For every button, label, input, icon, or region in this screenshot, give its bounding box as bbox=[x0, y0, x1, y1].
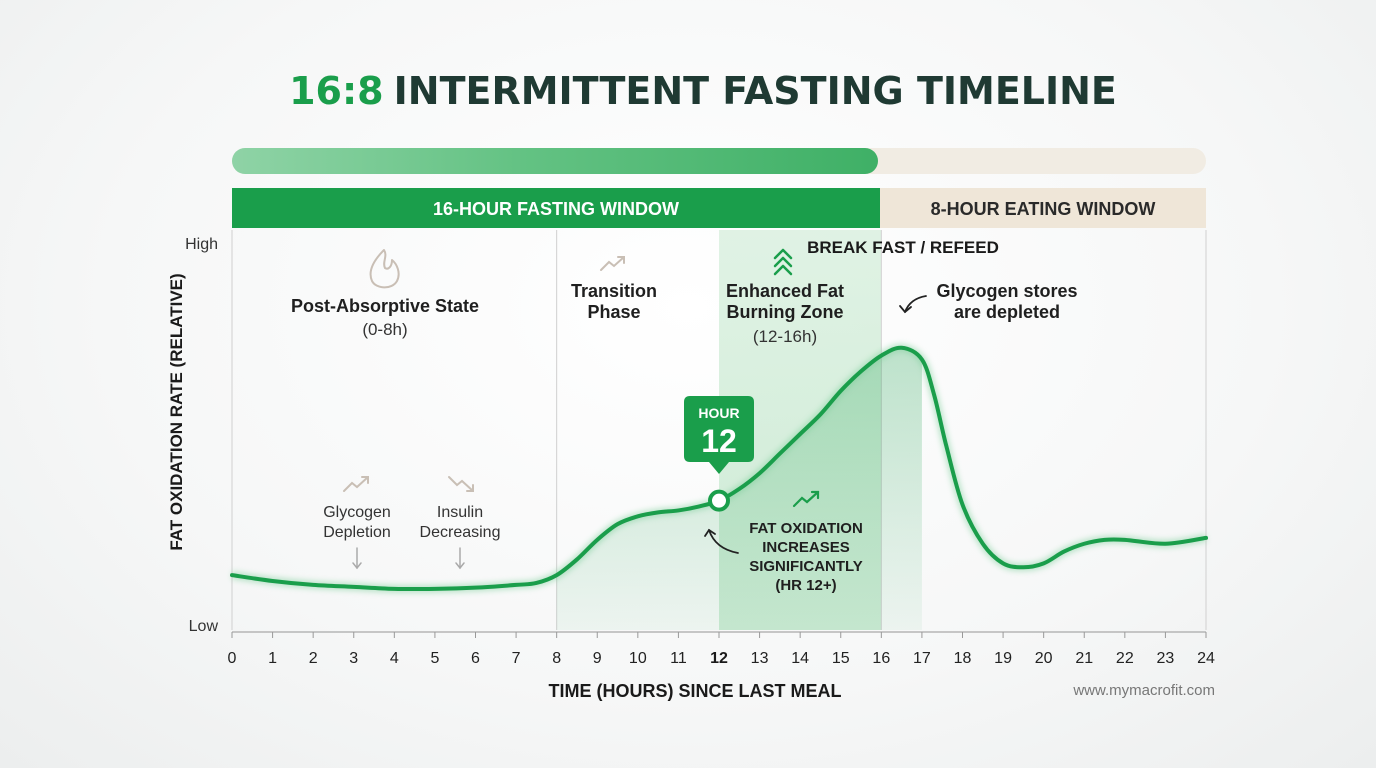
title-highlight: 16:8 bbox=[289, 69, 384, 113]
x-tick-label: 9 bbox=[593, 650, 602, 667]
x-axis-label: TIME (HOURS) SINCE LAST MEAL bbox=[549, 681, 842, 701]
x-tick-label: 22 bbox=[1116, 650, 1134, 667]
break-fast-label: BREAK FAST / REFEED bbox=[807, 238, 999, 257]
glycogen-depletion-line2: Depletion bbox=[323, 524, 391, 541]
page-title: 16:8 INTERMITTENT FASTING TIMELINE bbox=[289, 69, 1117, 113]
glycogen-depleted-line1: Glycogen stores bbox=[936, 281, 1077, 301]
post-absorptive-range: (0-8h) bbox=[362, 320, 407, 339]
website-text: www.mymacrofit.com bbox=[1072, 682, 1215, 699]
enhanced-line2: Burning Zone bbox=[727, 302, 844, 322]
arrow-down-icon bbox=[352, 547, 362, 570]
curved-arrow-icon bbox=[899, 295, 927, 314]
x-tick-label: 8 bbox=[552, 650, 561, 667]
x-tick-label: 10 bbox=[629, 650, 647, 667]
x-tick-label: 21 bbox=[1075, 650, 1093, 667]
hour-marker: HOUR 12 bbox=[684, 396, 754, 512]
x-tick-label: 5 bbox=[430, 650, 439, 667]
x-tick-label: 19 bbox=[994, 650, 1012, 667]
fat-oxidation-line1: FAT OXIDATION bbox=[749, 520, 863, 537]
y-tick-low: Low bbox=[189, 618, 219, 635]
x-tick-label: 6 bbox=[471, 650, 480, 667]
title-rest: INTERMITTENT FASTING TIMELINE bbox=[394, 69, 1117, 113]
hour-marker-label: HOUR bbox=[698, 405, 739, 421]
eating-window-bar bbox=[880, 188, 1206, 228]
double-chevron-up-icon bbox=[773, 248, 793, 276]
x-tick-label: 2 bbox=[309, 650, 318, 667]
x-tick-label: 14 bbox=[791, 650, 809, 667]
x-tick-label: 3 bbox=[349, 650, 358, 667]
insulin-decreasing-line1: Insulin bbox=[437, 504, 483, 521]
hour-marker-dot bbox=[708, 489, 730, 512]
x-tick-label: 13 bbox=[751, 650, 769, 667]
fat-oxidation-line2: INCREASES bbox=[762, 539, 850, 556]
hour-marker-value: 12 bbox=[701, 423, 737, 459]
x-tick-label: 7 bbox=[512, 650, 521, 667]
insulin-decreasing-line2: Decreasing bbox=[420, 524, 501, 541]
progress-fill bbox=[232, 148, 878, 174]
x-tick-label: 15 bbox=[832, 650, 850, 667]
x-tick-label: 11 bbox=[670, 650, 687, 667]
x-tick-label: 0 bbox=[228, 650, 237, 667]
trend-up-green-icon bbox=[792, 490, 820, 508]
x-tick-label: 24 bbox=[1197, 650, 1215, 667]
trend-down-icon bbox=[448, 476, 474, 492]
x-tick-label: 17 bbox=[913, 650, 931, 667]
x-tick-label: 1 bbox=[268, 650, 277, 667]
arrow-down-icon bbox=[455, 547, 465, 570]
fat-oxidation-line3: SIGNIFICANTLY bbox=[749, 558, 863, 575]
glycogen-depletion-line1: Glycogen bbox=[323, 504, 391, 521]
trend-up-icon bbox=[600, 256, 625, 271]
enhanced-line1: Enhanced Fat bbox=[726, 281, 844, 301]
x-tick-label: 16 bbox=[872, 650, 890, 667]
y-axis-label: FAT OXIDATION RATE (RELATIVE) bbox=[167, 273, 186, 550]
x-tick-label: 12 bbox=[710, 650, 728, 667]
series-line bbox=[230, 345, 1208, 592]
eating-window-label: 8-HOUR EATING WINDOW bbox=[931, 199, 1156, 219]
curve-area-fill bbox=[556, 347, 922, 630]
transition-line1: Transition bbox=[571, 281, 657, 301]
post-absorptive-title: Post-Absorptive State bbox=[291, 296, 479, 316]
glycogen-depleted-line2: are depleted bbox=[954, 302, 1060, 322]
y-tick-high: High bbox=[185, 236, 218, 253]
curved-arrow-left-icon bbox=[704, 528, 739, 554]
x-tick-label: 23 bbox=[1157, 650, 1175, 667]
x-tick-label: 18 bbox=[954, 650, 972, 667]
fat-oxidation-line4: (HR 12+) bbox=[775, 577, 836, 594]
flame-icon bbox=[369, 249, 400, 289]
fasting-window-bar bbox=[232, 188, 880, 228]
x-tick-label: 4 bbox=[390, 650, 399, 667]
x-tick-label: 20 bbox=[1035, 650, 1053, 667]
transition-line2: Phase bbox=[587, 302, 640, 322]
fasting-window-label: 16-HOUR FASTING WINDOW bbox=[433, 199, 679, 219]
hour-marker-callout bbox=[684, 396, 754, 474]
trend-up-small-icon bbox=[343, 476, 369, 492]
enhanced-range: (12-16h) bbox=[753, 327, 817, 346]
